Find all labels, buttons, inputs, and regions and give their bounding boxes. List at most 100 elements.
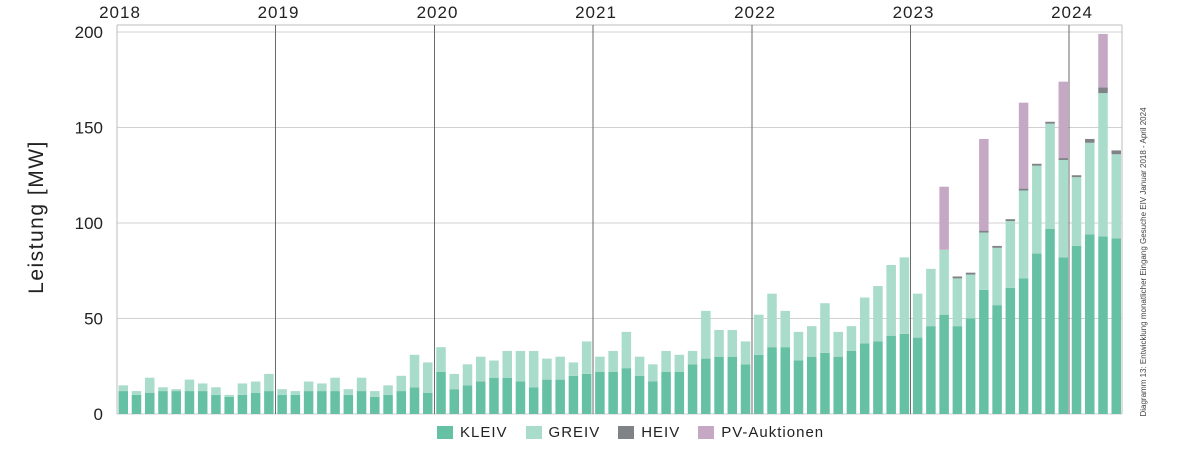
bar-kleiv xyxy=(1032,253,1042,414)
bar-greiv xyxy=(436,347,446,372)
y-tick-label: 200 xyxy=(75,23,103,42)
bar-kleiv xyxy=(118,391,128,414)
bar-kleiv xyxy=(356,391,367,414)
bar-greiv xyxy=(833,331,843,357)
bar-heiv xyxy=(1005,219,1016,222)
legend: KLEIV GREIV HEIV PV-Auktionen xyxy=(437,424,824,441)
bar-kleiv xyxy=(528,387,539,414)
bar-kleiv xyxy=(409,387,420,414)
bar-kleiv xyxy=(224,396,234,414)
bar-greiv xyxy=(873,286,883,342)
bar-kleiv xyxy=(568,375,579,414)
bar-greiv xyxy=(224,394,234,397)
year-label: 2022 xyxy=(734,3,776,22)
bar-greiv xyxy=(740,341,751,365)
bar-heiv xyxy=(952,276,963,279)
bar-heiv xyxy=(1045,121,1055,124)
legend-label-heiv: HEIV xyxy=(641,424,681,441)
bar-kleiv xyxy=(979,289,989,414)
y-axis-ticks: 0 50 100 150 200 xyxy=(75,23,103,424)
bar-kleiv xyxy=(886,335,896,414)
bar-kleiv xyxy=(436,371,446,414)
bar-heiv xyxy=(1058,158,1069,160)
bar-greiv xyxy=(343,389,354,395)
bar-greiv xyxy=(303,381,314,392)
year-label: 2024 xyxy=(1051,3,1093,22)
bar-greiv xyxy=(449,373,459,390)
bar-heiv xyxy=(1098,87,1108,94)
bar-kleiv xyxy=(264,391,274,414)
bar-greiv xyxy=(780,310,790,348)
bar-greiv xyxy=(158,387,168,392)
bar-kleiv xyxy=(608,371,618,414)
bar-kleiv xyxy=(250,392,261,414)
year-lines xyxy=(275,25,1070,414)
bar-greiv xyxy=(767,293,777,348)
bar-greiv xyxy=(727,329,738,357)
bar-greiv xyxy=(118,385,128,392)
bar-pv-auktionen xyxy=(1098,33,1108,88)
bar-greiv xyxy=(383,385,393,395)
bar-greiv xyxy=(250,381,261,393)
bar-kleiv xyxy=(1111,238,1121,414)
bar-greiv xyxy=(595,356,605,372)
bar-kleiv xyxy=(1058,257,1069,414)
bar-kleiv xyxy=(475,381,486,414)
y-axis-label: Leistung [MW] xyxy=(25,140,48,294)
bar-kleiv xyxy=(621,368,632,414)
bar-greiv xyxy=(1111,154,1121,239)
bar-greiv xyxy=(317,383,327,392)
bar-kleiv xyxy=(648,381,658,414)
bar-pv-auktionen xyxy=(1058,81,1069,159)
bar-greiv xyxy=(502,350,512,378)
bar-greiv xyxy=(806,326,817,357)
bar-greiv xyxy=(1045,123,1055,229)
bar-kleiv xyxy=(727,356,738,414)
bar-kleiv xyxy=(754,354,764,414)
bar-kleiv xyxy=(806,356,817,414)
year-label: 2023 xyxy=(893,3,935,22)
bar-greiv xyxy=(912,293,923,338)
legend-swatch-kleiv xyxy=(437,426,453,439)
bar-pv-auktionen xyxy=(939,186,949,250)
bar-kleiv xyxy=(926,326,936,414)
bar-heiv xyxy=(965,272,976,275)
bar-kleiv xyxy=(317,391,327,414)
y-tick-label: 0 xyxy=(94,405,103,424)
bar-greiv xyxy=(409,354,420,388)
bar-greiv xyxy=(144,377,155,393)
bar-greiv xyxy=(423,362,433,393)
bar-greiv xyxy=(952,278,963,327)
side-note: Diagramm 13: Entwicklung monatlicher Ein… xyxy=(1139,107,1148,417)
bar-kleiv xyxy=(184,391,195,414)
bar-kleiv xyxy=(396,391,407,414)
bar-kleiv xyxy=(1018,278,1029,414)
bar-greiv xyxy=(859,297,870,344)
bar-greiv xyxy=(1071,177,1082,246)
bar-heiv xyxy=(979,230,989,233)
bar-kleiv xyxy=(1045,228,1055,414)
year-label: 2018 xyxy=(99,3,141,22)
bar-kleiv xyxy=(330,391,340,414)
legend-item-heiv: HEIV xyxy=(618,424,680,441)
bar-kleiv xyxy=(899,333,910,414)
year-label: 2020 xyxy=(417,3,459,22)
bar-kleiv xyxy=(820,352,830,414)
y-tick-label: 50 xyxy=(84,310,103,329)
bar-greiv xyxy=(237,383,248,395)
bar-kleiv xyxy=(1085,234,1095,414)
bar-kleiv xyxy=(370,396,380,414)
bar-greiv xyxy=(634,356,645,376)
bar-greiv xyxy=(171,389,181,392)
y-tick-label: 100 xyxy=(75,214,103,233)
bar-heiv xyxy=(1111,150,1121,155)
bar-heiv xyxy=(1032,163,1042,166)
bar-kleiv xyxy=(873,341,883,414)
bar-kleiv xyxy=(131,394,142,414)
bar-greiv xyxy=(462,364,473,386)
bar-kleiv xyxy=(1098,236,1108,414)
bar-kleiv xyxy=(833,356,843,414)
bar-greiv xyxy=(846,326,857,351)
bar-kleiv xyxy=(740,364,751,414)
bar-greiv xyxy=(754,314,764,355)
